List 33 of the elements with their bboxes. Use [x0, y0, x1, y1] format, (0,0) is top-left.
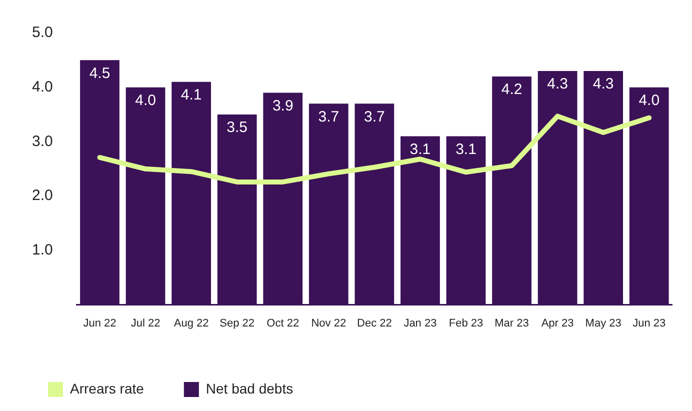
y-tick-label: 1.0: [32, 242, 53, 259]
data-label: 4.0: [135, 92, 156, 109]
data-label: 3.1: [456, 140, 476, 158]
y-tick-label: 2.0: [32, 187, 53, 204]
x-tick-label: Feb 23: [448, 317, 484, 330]
data-label: 4.3: [592, 76, 614, 93]
x-tick-label: Sep 22: [220, 317, 255, 330]
x-tick-label: Jun 22: [83, 317, 116, 330]
data-label: 3.5: [226, 119, 248, 136]
data-label: 4.0: [638, 92, 660, 109]
x-tick-label: Jan 23: [404, 317, 437, 330]
y-tick-label: 5.0: [32, 24, 53, 42]
data-label: 3.9: [272, 97, 294, 114]
x-tick-label: Aug 22: [174, 317, 209, 330]
data-label: 3.7: [318, 108, 340, 126]
y-tick-label: 3.0: [32, 132, 53, 150]
data-label: 4.5: [89, 64, 110, 82]
data-label: 3.1: [410, 140, 431, 158]
data-label: 3.7: [364, 108, 385, 126]
x-tick-label: Oct 22: [266, 317, 300, 330]
x-tick-label: Dec 22: [356, 317, 392, 330]
x-tick-label: Nov 22: [311, 317, 346, 330]
x-tick-label: May 23: [585, 317, 622, 330]
data-label: 4.2: [501, 81, 522, 98]
legend-label: Arrears rate: [70, 380, 144, 396]
legend-label: Net bad debts: [206, 380, 294, 396]
data-label: 4.3: [547, 76, 568, 93]
data-label: 4.1: [180, 86, 202, 104]
x-tick-label: Jul 22: [130, 317, 160, 330]
x-tick-label: Apr 23: [541, 317, 574, 330]
x-tick-label: Mar 23: [494, 317, 529, 330]
x-tick-label: Jun 23: [632, 317, 666, 330]
y-tick-label: 4.0: [32, 78, 53, 96]
